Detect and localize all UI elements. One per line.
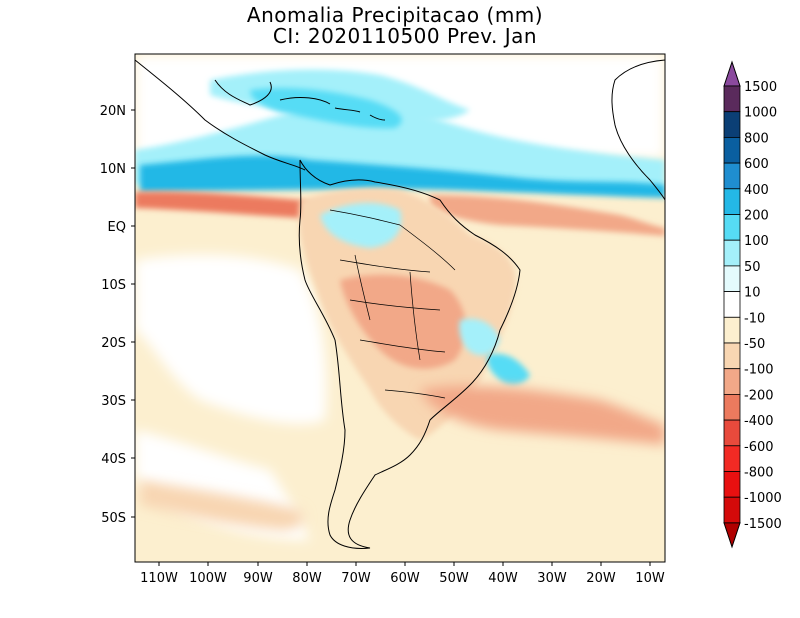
anomaly-pacific-neutral xyxy=(135,254,327,424)
colorbar-swatch xyxy=(723,265,741,292)
anomaly-equator-dry-west xyxy=(135,191,315,218)
colorbar-swatch xyxy=(723,188,741,215)
lat-tick-label: 20N xyxy=(100,104,126,119)
colorbar-swatch xyxy=(723,85,741,113)
lat-tick-label: 10S xyxy=(101,278,126,293)
colorbar-swatch xyxy=(723,316,741,344)
colorbar-label: 10 xyxy=(744,286,761,301)
colorbar-swatch xyxy=(723,368,741,395)
colorbar-bottom-arrow xyxy=(723,522,741,549)
map-title: Anomalia Precipitacao (mm) xyxy=(246,3,544,27)
anomaly-south-pacific-dry xyxy=(140,480,304,530)
colorbar-swatch xyxy=(723,291,741,318)
map-plot-area xyxy=(135,54,665,562)
lat-tick-label: 20S xyxy=(101,336,126,351)
coastline-africa xyxy=(611,59,665,201)
colorbar-label: 1500 xyxy=(744,80,777,95)
colorbar-label: -1500 xyxy=(744,517,782,532)
lon-tick-label: 70W xyxy=(341,571,371,586)
map-frame xyxy=(134,53,666,563)
lon-tick-label: 20W xyxy=(586,571,616,586)
colorbar-label: -600 xyxy=(744,440,774,455)
latitude-axis: 20N 10N EQ 10S 20S 30S 40S 50S xyxy=(100,104,135,526)
lon-tick-label: 60W xyxy=(390,571,420,586)
colorbar-swatch xyxy=(723,471,741,498)
lat-tick-label: 50S xyxy=(101,511,126,526)
lat-tick-label: 40S xyxy=(101,452,126,467)
coastline-caribbean xyxy=(279,96,386,121)
colorbar-label: 100 xyxy=(744,234,769,249)
lon-tick-label: 80W xyxy=(292,571,322,586)
anomaly-itcz-wet-strong xyxy=(140,155,665,198)
colorbar-label: 1000 xyxy=(744,106,777,121)
colorbar-swatch xyxy=(723,239,741,267)
lon-tick-label: 50W xyxy=(439,571,469,586)
colorbar-swatch xyxy=(723,445,741,472)
anomaly-amazon-wet xyxy=(320,203,402,248)
anomaly-central-brazil-dry xyxy=(340,274,466,369)
colorbar-label: -10 xyxy=(744,311,765,326)
colorbar-label: 800 xyxy=(744,131,769,146)
colorbar-swatch xyxy=(723,214,741,241)
colorbar-label: -100 xyxy=(744,363,774,378)
colorbar-swatch xyxy=(723,342,741,370)
colorbar-label: -50 xyxy=(744,337,765,352)
colorbar-swatch xyxy=(723,111,741,138)
colorbar-top-arrow xyxy=(723,60,741,87)
longitude-axis: 110W 100W 90W 80W 70W 60W 50W 40W 30W 20W 10W xyxy=(140,562,665,586)
colorbar-label: 200 xyxy=(744,209,769,224)
colorbar-swatch xyxy=(723,419,741,447)
map-subtitle: CI: 2020110500 Prev. Jan xyxy=(272,24,538,48)
colorbar-label: 600 xyxy=(744,157,769,172)
colorbar-label: -800 xyxy=(744,466,774,481)
colorbar-swatch xyxy=(723,136,741,164)
coastline-central-america xyxy=(135,59,306,171)
lat-tick-label: EQ xyxy=(108,220,126,235)
lon-tick-label: 40W xyxy=(488,571,518,586)
colorbar-swatch xyxy=(723,496,741,524)
anomaly-atlantic-wet xyxy=(487,353,530,385)
lon-tick-label: 90W xyxy=(243,571,273,586)
lat-tick-label: 30S xyxy=(101,394,126,409)
colorbar-swatch xyxy=(723,162,741,190)
lon-tick-label: 10W xyxy=(635,571,665,586)
country-borders xyxy=(329,209,456,399)
colorbar-label: -200 xyxy=(744,388,774,403)
lon-tick-label: 30W xyxy=(537,571,567,586)
anomaly-equator-dry-east xyxy=(430,195,665,236)
anomaly-south-atlantic-dry xyxy=(420,385,665,445)
colorbar: 1500 1000 800 600 400 200 100 50 10 -10 -50 -100 -20… xyxy=(723,60,782,549)
lon-tick-label: 100W xyxy=(189,571,227,586)
colorbar-swatch xyxy=(723,393,741,421)
colorbar-label: -1000 xyxy=(744,491,782,506)
anomaly-northeast-wet xyxy=(459,318,500,356)
colorbar-label: 50 xyxy=(744,260,761,275)
lat-tick-label: 10N xyxy=(100,162,126,177)
colorbar-label: -400 xyxy=(744,414,774,429)
colorbar-label: 400 xyxy=(744,183,769,198)
coastline-south-america xyxy=(298,159,521,549)
lon-tick-label: 110W xyxy=(140,571,178,586)
